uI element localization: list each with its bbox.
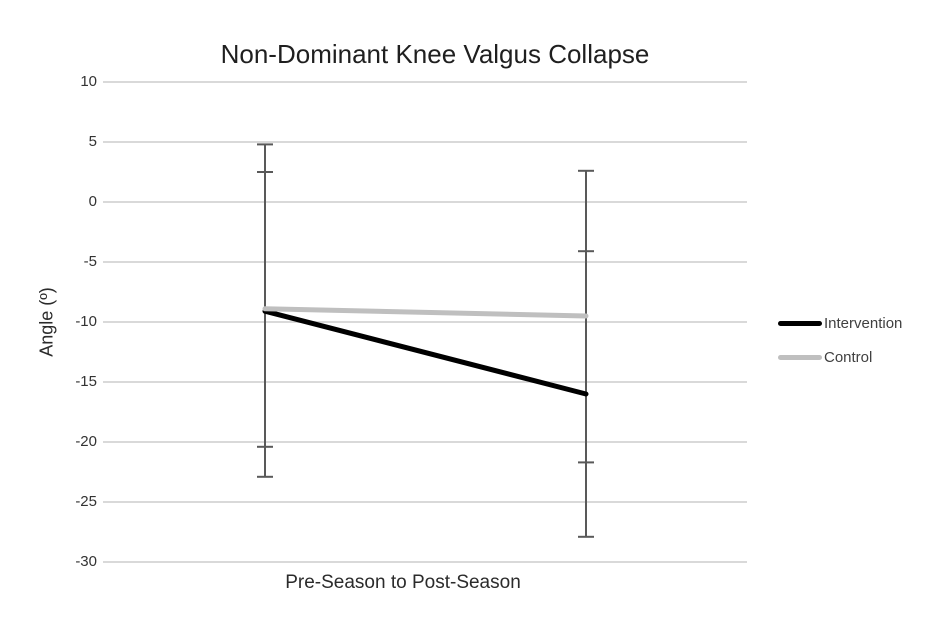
y-tick-label: 5	[88, 133, 97, 150]
y-tick-label: 10	[80, 73, 97, 90]
y-tick-label: -10	[75, 313, 97, 330]
y-axis-title: Angle (º)	[36, 287, 57, 357]
x-axis-title: Pre-Season to Post-Season	[285, 572, 521, 593]
legend-label-intervention: Intervention	[824, 314, 903, 332]
y-tick-label: -15	[75, 373, 97, 390]
legend: Intervention Control	[778, 306, 902, 374]
legend-item-intervention: Intervention	[778, 306, 902, 340]
y-tick-label: 0	[88, 193, 97, 210]
series-line-control	[262, 306, 589, 319]
legend-label-control: Control	[824, 348, 873, 366]
y-tick-label: -25	[75, 493, 97, 510]
y-tick-label: -5	[83, 253, 97, 270]
y-tick-label: -20	[75, 433, 97, 450]
chart-title: Non-Dominant Knee Valgus Collapse	[220, 39, 650, 69]
series-line-intervention	[262, 308, 589, 397]
legend-swatch-control	[778, 354, 822, 360]
y-tick-label: -30	[75, 553, 97, 570]
legend-item-control: Control	[778, 340, 902, 374]
legend-swatch-intervention	[778, 320, 822, 326]
